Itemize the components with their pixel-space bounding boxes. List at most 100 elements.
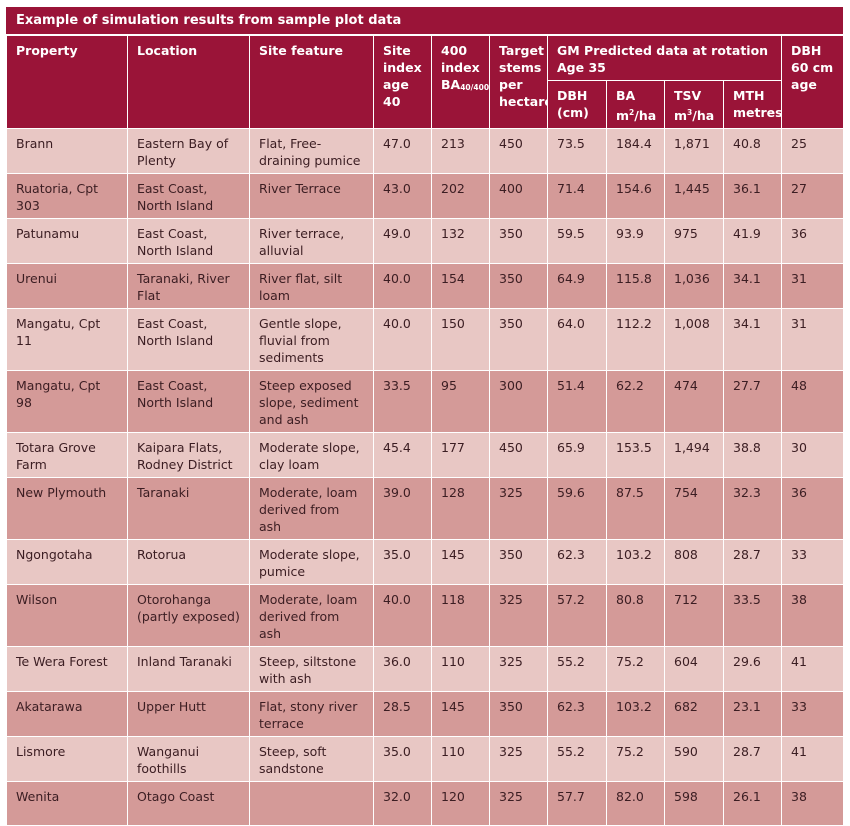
cell-ba: 153.5: [606, 432, 665, 478]
cell-target-stems: 325: [489, 736, 548, 782]
cell-dbh-60-age: 31: [781, 308, 845, 371]
cell-400-index: 132: [431, 218, 490, 264]
table-row: Mangatu, Cpt 11 East Coast, North Island G…: [6, 308, 845, 371]
cell-tsv: 712: [664, 584, 724, 647]
table-row: Totara Grove Farm Kaipara Flats, Rodney D…: [6, 432, 845, 478]
cell-mth: 32.3: [722, 477, 783, 540]
cell-ba: 80.8: [606, 584, 665, 647]
header-ba-unit: /ha: [634, 108, 657, 123]
cell-location: East Coast, North Island: [127, 308, 250, 371]
header-property: Property: [6, 35, 128, 129]
cell-mth: 27.7: [722, 370, 783, 433]
cell-target-stems: 325: [489, 646, 548, 692]
cell-site-index: 45.4: [373, 432, 432, 478]
header-tsv-sup: 3: [687, 108, 693, 117]
cell-property: Ruatoria, Cpt 303: [6, 173, 128, 219]
table-row: Mangatu, Cpt 98 East Coast, North Island S…: [6, 370, 845, 433]
header-400-index-label: 400 index BA: [441, 43, 480, 92]
cell-location: Upper Hutt: [127, 691, 250, 737]
cell-target-stems: 350: [489, 263, 548, 309]
cell-property: Te Wera Forest: [6, 646, 128, 692]
header-ba: BA m2/ha: [606, 80, 665, 129]
cell-location: Eastern Bay of Plenty: [127, 128, 250, 174]
cell-site-index: 49.0: [373, 218, 432, 264]
cell-target-stems: 450: [489, 128, 548, 174]
cell-site-feature: Moderate, loam derived from ash: [249, 584, 374, 647]
cell-property: Lismore: [6, 736, 128, 782]
cell-dbh-60-age: 41: [781, 646, 845, 692]
cell-target-stems: 400: [489, 173, 548, 219]
cell-site-feature: River terrace, alluvial: [249, 218, 374, 264]
cell-dbh: 55.2: [547, 736, 607, 782]
cell-site-index: 40.0: [373, 308, 432, 371]
cell-target-stems: 450: [489, 432, 548, 478]
cell-mth: 38.8: [722, 432, 783, 478]
cell-ba: 75.2: [606, 736, 665, 782]
cell-site-feature: Moderate slope, pumice: [249, 539, 374, 585]
header-ba-sup: 2: [629, 108, 635, 117]
header-ba-label: BA m: [616, 88, 636, 123]
cell-ba: 62.2: [606, 370, 665, 433]
cell-dbh: 57.2: [547, 584, 607, 647]
cell-site-feature: Steep, siltstone with ash: [249, 646, 374, 692]
cell-site-index: 43.0: [373, 173, 432, 219]
cell-dbh: 57.7: [547, 781, 607, 826]
cell-tsv: 598: [664, 781, 724, 826]
cell-ba: 184.4: [606, 128, 665, 174]
cell-site-feature: Steep, soft sandstone: [249, 736, 374, 782]
cell-mth: 23.1: [722, 691, 783, 737]
cell-target-stems: 350: [489, 691, 548, 737]
cell-site-index: 33.5: [373, 370, 432, 433]
cell-dbh: 62.3: [547, 691, 607, 737]
cell-dbh-60-age: 30: [781, 432, 845, 478]
cell-tsv: 1,008: [664, 308, 724, 371]
cell-dbh: 59.5: [547, 218, 607, 264]
cell-target-stems: 300: [489, 370, 548, 433]
cell-target-stems: 350: [489, 218, 548, 264]
cell-dbh-60-age: 38: [781, 781, 845, 826]
cell-dbh-60-age: 36: [781, 477, 845, 540]
cell-tsv: 1,494: [664, 432, 724, 478]
cell-site-feature: River flat, silt loam: [249, 263, 374, 309]
cell-location: Taranaki: [127, 477, 250, 540]
table-row: Ngongotaha Rotorua Moderate slope, pumice 3…: [6, 539, 845, 585]
table-row: Te Wera Forest Inland Taranaki Steep, silt…: [6, 646, 845, 692]
cell-location: Taranaki, River Flat: [127, 263, 250, 309]
cell-400-index: 177: [431, 432, 490, 478]
cell-tsv: 975: [664, 218, 724, 264]
cell-tsv: 604: [664, 646, 724, 692]
cell-property: Wenita: [6, 781, 128, 826]
cell-ba: 93.9: [606, 218, 665, 264]
cell-mth: 28.7: [722, 539, 783, 585]
cell-site-feature: Flat, stony river terrace: [249, 691, 374, 737]
table-row: Urenui Taranaki, River Flat River flat, si…: [6, 263, 845, 309]
cell-property: Ngongotaha: [6, 539, 128, 585]
cell-site-index: 35.0: [373, 736, 432, 782]
header-site-index: Site index age 40: [373, 35, 432, 129]
cell-site-feature: Steep exposed slope, sediment and ash: [249, 370, 374, 433]
cell-ba: 115.8: [606, 263, 665, 309]
cell-target-stems: 350: [489, 539, 548, 585]
cell-dbh-60-age: 33: [781, 539, 845, 585]
cell-dbh: 71.4: [547, 173, 607, 219]
cell-property: New Plymouth: [6, 477, 128, 540]
cell-400-index: 128: [431, 477, 490, 540]
cell-site-feature: Flat, Free-draining pumice: [249, 128, 374, 174]
cell-tsv: 1,871: [664, 128, 724, 174]
cell-400-index: 150: [431, 308, 490, 371]
header-dbh-60: DBH 60 cm age: [781, 35, 845, 129]
cell-location: East Coast, North Island: [127, 173, 250, 219]
cell-tsv: 754: [664, 477, 724, 540]
cell-dbh-60-age: 36: [781, 218, 845, 264]
header-location: Location: [127, 35, 250, 129]
cell-mth: 34.1: [722, 263, 783, 309]
cell-400-index: 154: [431, 263, 490, 309]
table-row: Akatarawa Upper Hutt Flat, stony river ter…: [6, 691, 845, 737]
cell-dbh: 64.9: [547, 263, 607, 309]
cell-site-feature: Gentle slope, fluvial from sediments: [249, 308, 374, 371]
cell-400-index: 118: [431, 584, 490, 647]
cell-site-index: 28.5: [373, 691, 432, 737]
header-site-feature: Site feature: [249, 35, 374, 129]
cell-dbh-60-age: 33: [781, 691, 845, 737]
header-target-stems: Target stems per hectare: [489, 35, 548, 129]
